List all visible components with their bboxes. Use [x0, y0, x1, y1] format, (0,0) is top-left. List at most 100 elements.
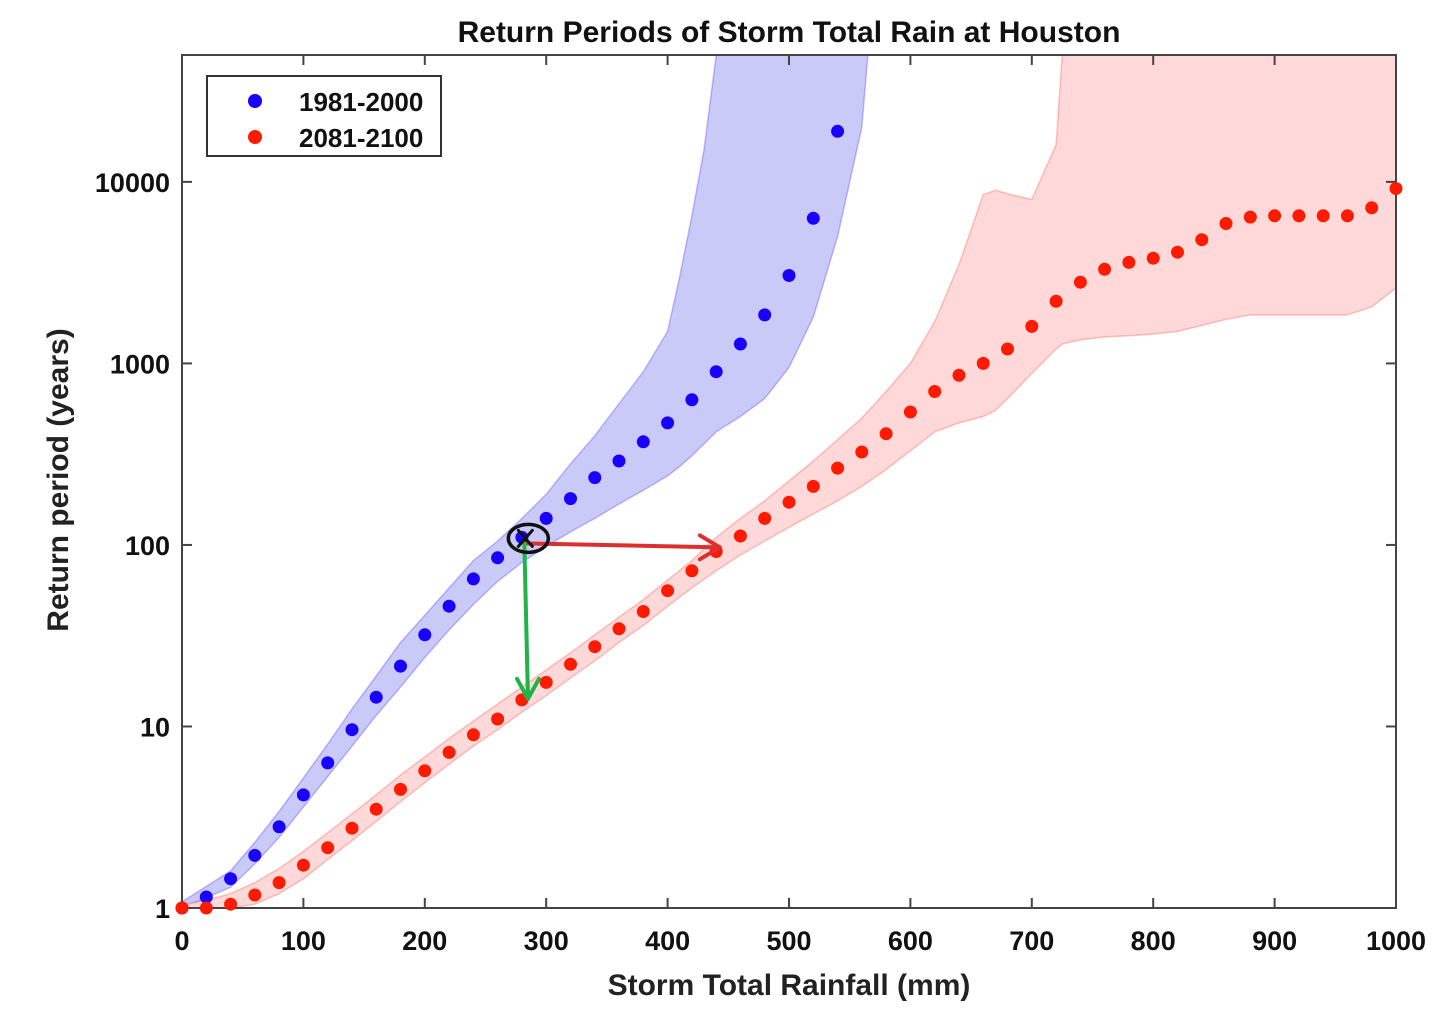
data-point-1981-2000 [636, 435, 650, 449]
data-point-2081-2100 [296, 858, 310, 872]
green-arrow-shaft [522, 541, 530, 701]
x-tick-label: 700 [1009, 926, 1054, 956]
annotations [506, 522, 722, 701]
data-point-1981-2000 [272, 820, 286, 834]
data-point-2081-2100 [175, 901, 189, 915]
data-point-1981-2000 [296, 788, 310, 802]
data-point-1981-2000 [733, 337, 747, 351]
data-point-2081-2100 [369, 802, 383, 816]
data-point-2081-2100 [1049, 294, 1063, 308]
data-point-2081-2100 [1219, 217, 1233, 230]
x-tick-label: 400 [645, 926, 690, 956]
data-point-2081-2100 [1025, 319, 1039, 333]
x-tick-label: 300 [524, 926, 569, 956]
data-point-2081-2100 [199, 901, 213, 915]
data-point-2081-2100 [612, 622, 626, 636]
hand-drawn-x-mark [516, 528, 534, 548]
x-tick-label: 500 [766, 926, 811, 956]
data-point-1981-2000 [539, 511, 553, 525]
data-point-2081-2100 [661, 584, 675, 598]
legend: 1981-2000 2081-2100 [206, 75, 442, 157]
data-point-1981-2000 [685, 393, 699, 407]
y-tick-label: 100 [125, 531, 170, 561]
data-point-2081-2100 [272, 876, 286, 890]
chart-title: Return Periods of Storm Total Rain at Ho… [458, 16, 1121, 49]
legend-label-1981-2000: 1981-2000 [299, 87, 423, 117]
x-tick-label: 800 [1131, 926, 1176, 956]
data-point-2081-2100 [1292, 209, 1306, 223]
data-point-1981-2000 [831, 124, 845, 138]
data-point-1981-2000 [199, 890, 213, 904]
confidence-band-1981-2000 [182, 55, 869, 908]
y-axis-title: Return period (years) [42, 328, 75, 631]
red-arrow-head [697, 533, 722, 562]
confidence-band-2081-2100 [182, 55, 1396, 908]
data-point-2081-2100 [1001, 342, 1014, 356]
data-point-2081-2100 [1098, 262, 1112, 276]
legend-marker-1981-2000 [248, 94, 262, 108]
data-point-2081-2100 [952, 368, 966, 382]
data-point-1981-2000 [466, 572, 480, 586]
data-point-1981-2000 [661, 416, 675, 430]
data-point-2081-2100 [564, 657, 577, 671]
data-point-2081-2100 [831, 461, 845, 475]
data-point-1981-2000 [588, 471, 602, 485]
hand-drawn-circle [506, 522, 551, 555]
data-point-2081-2100 [636, 605, 650, 618]
data-point-2081-2100 [345, 821, 359, 835]
y-tick-label: 1000 [110, 349, 170, 379]
data-point-2081-2100 [1073, 275, 1087, 289]
data-point-2081-2100 [976, 356, 990, 370]
data-point-2081-2100 [1340, 209, 1354, 223]
red-arrow-shaft [522, 541, 722, 550]
tick-labels: 0 100 200 300 400 500 600 700 800 900 1000 1 10 100 10… [95, 168, 1426, 956]
data-point-2081-2100 [224, 897, 238, 911]
x-tick-label: 100 [281, 926, 326, 956]
data-point-2081-2100 [879, 427, 893, 441]
data-point-2081-2100 [685, 564, 699, 578]
data-point-2081-2100 [928, 385, 942, 398]
data-point-2081-2100 [1146, 251, 1160, 265]
data-point-1981-2000 [248, 848, 262, 862]
data-point-1981-2000 [418, 628, 432, 642]
data-point-2081-2100 [1195, 233, 1209, 247]
axes-box [181, 54, 1397, 909]
data-point-1981-2000 [806, 211, 820, 225]
y-tick-label: 10000 [95, 168, 170, 198]
data-point-2081-2100 [733, 529, 747, 543]
green-arrow-head [514, 676, 541, 701]
data-point-1981-2000 [369, 690, 383, 704]
data-point-1981-2000 [758, 308, 772, 322]
data-point-2081-2100 [1365, 201, 1379, 215]
data-point-2081-2100 [491, 712, 505, 726]
data-point-1981-2000 [564, 492, 577, 506]
data-point-1981-2000 [612, 454, 626, 468]
data-point-1981-2000 [782, 269, 796, 282]
data-point-2081-2100 [442, 745, 456, 759]
confidence-bands [182, 55, 1396, 908]
data-point-1981-2000 [345, 723, 359, 737]
x-tick-label: 900 [1252, 926, 1297, 956]
x-tick-label: 200 [402, 926, 447, 956]
x-tick-label: 0 [174, 926, 189, 956]
data-point-2081-2100 [466, 728, 480, 742]
data-point-2081-2100 [903, 405, 917, 419]
data-point-2081-2100 [806, 479, 820, 493]
data-point-1981-2000 [709, 365, 723, 379]
data-point-2081-2100 [1268, 209, 1282, 223]
data-point-2081-2100 [418, 764, 432, 778]
x-tick-label: 600 [888, 926, 933, 956]
legend-marker-2081-2100 [248, 130, 262, 144]
data-point-2081-2100 [539, 675, 553, 689]
data-point-2081-2100 [782, 495, 796, 509]
data-point-2081-2100 [248, 888, 262, 902]
y-tick-label: 10 [140, 712, 170, 742]
data-point-2081-2100 [321, 841, 335, 855]
data-point-2081-2100 [1122, 255, 1136, 269]
x-axis-title: Storm Total Rainfall (mm) [608, 969, 971, 1002]
data-point-1981-2000 [442, 599, 456, 613]
data-point-1981-2000 [321, 756, 335, 770]
data-point-2081-2100 [855, 445, 869, 459]
data-point-2081-2100 [1243, 210, 1257, 224]
